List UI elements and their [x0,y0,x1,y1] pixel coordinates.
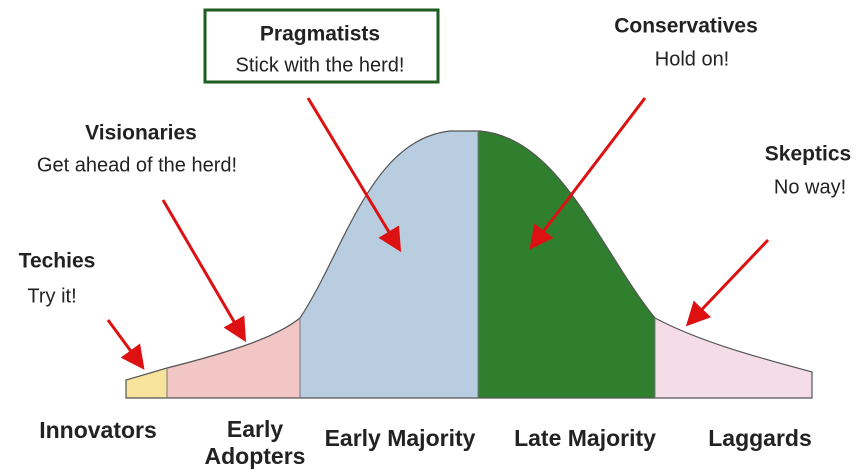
segment-label: Adopters [205,443,306,469]
callout-title: Techies [19,250,96,273]
segment-label: Laggards [708,425,812,451]
callout-subtitle: Get ahead of the herd! [37,154,237,176]
callout-title: Conservatives [614,15,758,38]
segment-fill [167,131,300,398]
callout-title: Skeptics [765,143,851,166]
bell-curve [126,131,812,398]
callout-subtitle: No way! [774,176,846,198]
segment-label: Late Majority [514,425,656,451]
segment-label: Early Majority [325,425,476,451]
segment-fill [300,131,478,398]
arrows [106,97,770,370]
segment-label: Innovators [39,417,157,443]
curve-outline [125,130,813,399]
callout-title: Visionaries [85,122,197,145]
segment-fill [478,131,655,398]
segment-label: Early [227,416,283,442]
highlight-box [203,8,440,84]
callout-subtitle: Hold on! [655,48,730,70]
dividers [166,131,656,398]
callout-subtitle: Stick with the herd! [236,54,405,76]
callout-subtitle: Try it! [27,285,76,307]
callout-title: Pragmatists [260,23,380,46]
